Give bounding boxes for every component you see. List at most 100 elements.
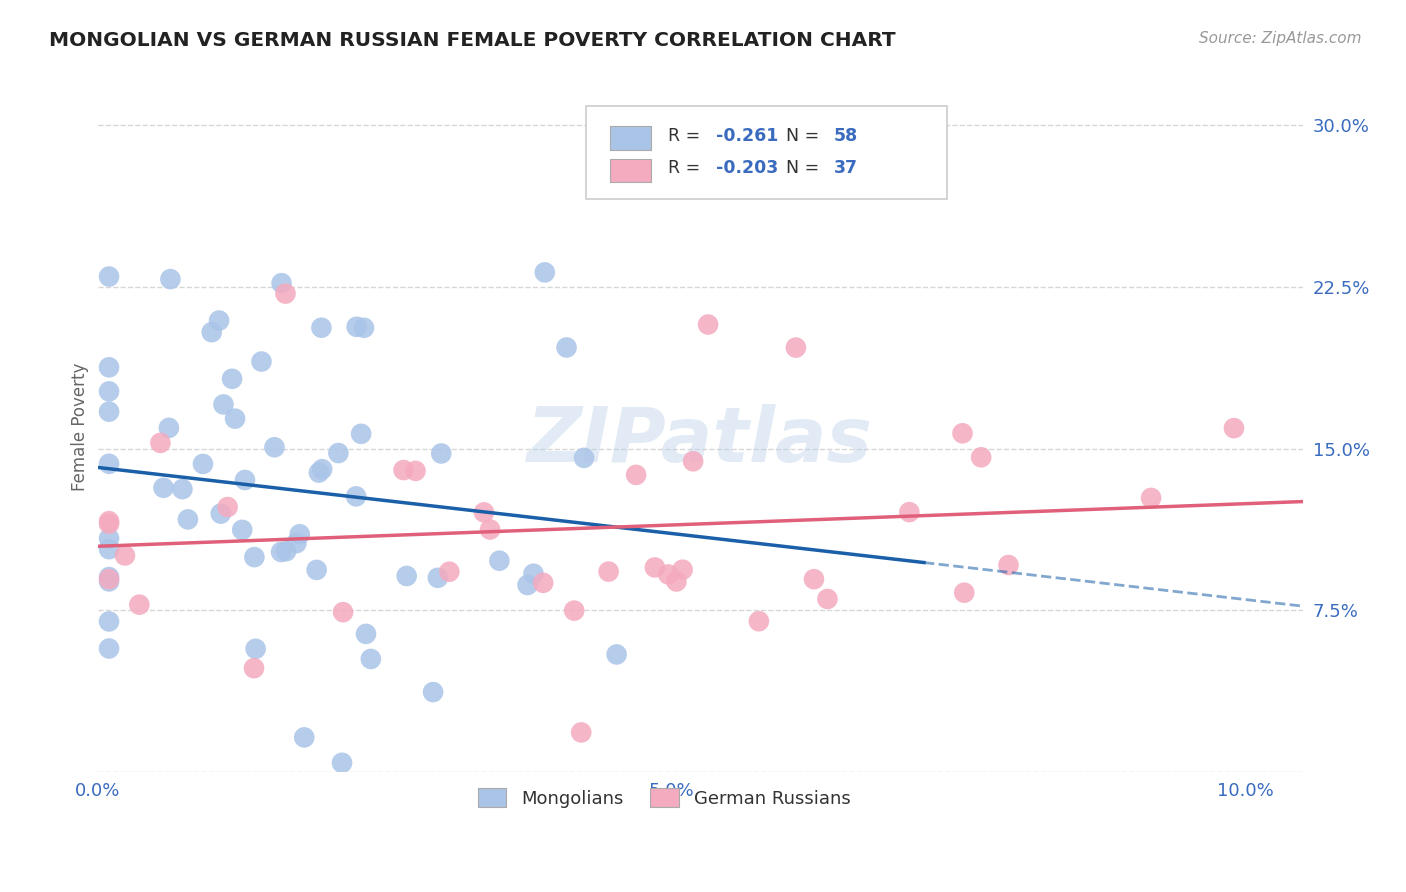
Point	[952, 426, 974, 441]
Point	[177, 512, 200, 526]
Point	[231, 523, 253, 537]
Point	[332, 605, 354, 619]
Point	[815, 591, 838, 606]
Point	[308, 466, 330, 480]
Point	[479, 523, 502, 537]
Point	[98, 542, 121, 557]
Point	[350, 426, 373, 441]
Point	[305, 563, 328, 577]
Text: N =: N =	[786, 159, 824, 178]
Point	[405, 464, 427, 478]
Point	[562, 604, 585, 618]
Point	[1140, 491, 1163, 505]
Point	[270, 545, 292, 559]
Point	[98, 514, 121, 528]
Point	[159, 272, 181, 286]
Point	[263, 440, 285, 454]
Point	[98, 360, 121, 375]
Point	[208, 313, 231, 327]
Point	[128, 598, 150, 612]
Text: N =: N =	[786, 127, 824, 145]
Point	[970, 450, 993, 465]
Point	[1223, 421, 1246, 435]
Text: 37: 37	[834, 159, 858, 178]
Point	[292, 731, 315, 745]
Point	[354, 627, 377, 641]
Point	[682, 454, 704, 468]
Point	[555, 341, 578, 355]
Point	[522, 566, 544, 581]
Point	[516, 578, 538, 592]
Point	[245, 641, 267, 656]
Text: -0.203: -0.203	[716, 159, 778, 178]
Legend: Mongolians, German Russians: Mongolians, German Russians	[471, 780, 858, 814]
Point	[748, 614, 770, 628]
Point	[572, 450, 595, 465]
Point	[644, 560, 666, 574]
Point	[531, 575, 554, 590]
Text: R =: R =	[668, 127, 706, 145]
Point	[270, 276, 292, 290]
FancyBboxPatch shape	[586, 106, 948, 199]
Point	[624, 467, 647, 482]
Point	[276, 544, 298, 558]
Point	[243, 661, 266, 675]
Point	[598, 565, 620, 579]
Point	[569, 725, 592, 739]
Point	[606, 648, 628, 662]
Point	[346, 319, 368, 334]
Point	[785, 341, 807, 355]
Point	[439, 565, 461, 579]
Point	[212, 397, 235, 411]
Point	[98, 405, 121, 419]
Point	[665, 574, 688, 589]
Text: R =: R =	[668, 159, 706, 178]
Text: -0.261: -0.261	[716, 127, 779, 145]
Point	[98, 384, 121, 399]
Point	[360, 652, 382, 666]
Point	[533, 265, 555, 279]
Point	[233, 473, 256, 487]
Point	[395, 569, 418, 583]
Point	[98, 516, 121, 531]
Point	[430, 446, 453, 460]
Point	[157, 421, 180, 435]
Point	[98, 269, 121, 284]
Point	[201, 325, 224, 339]
Point	[191, 457, 214, 471]
Point	[898, 505, 921, 519]
Point	[98, 572, 121, 586]
Point	[250, 354, 273, 368]
Text: MONGOLIAN VS GERMAN RUSSIAN FEMALE POVERTY CORRELATION CHART: MONGOLIAN VS GERMAN RUSSIAN FEMALE POVER…	[49, 31, 896, 50]
Point	[98, 532, 121, 546]
Point	[392, 463, 415, 477]
Point	[149, 435, 172, 450]
Point	[114, 549, 136, 563]
Point	[311, 462, 333, 476]
Point	[152, 481, 174, 495]
Text: Source: ZipAtlas.com: Source: ZipAtlas.com	[1198, 31, 1361, 46]
Text: 58: 58	[834, 127, 858, 145]
Point	[98, 570, 121, 584]
Point	[953, 585, 976, 599]
Point	[217, 500, 239, 514]
Point	[98, 457, 121, 471]
Point	[224, 411, 246, 425]
Point	[997, 558, 1019, 572]
Point	[98, 574, 121, 589]
Point	[285, 536, 308, 550]
Point	[98, 615, 121, 629]
Point	[344, 489, 367, 503]
Point	[288, 527, 311, 541]
Point	[311, 320, 333, 334]
Point	[657, 567, 679, 582]
Point	[330, 756, 353, 770]
Point	[697, 318, 720, 332]
Point	[488, 554, 510, 568]
Point	[243, 550, 266, 565]
Point	[353, 320, 375, 334]
Point	[209, 507, 232, 521]
Text: ZIPatlas: ZIPatlas	[527, 404, 873, 478]
Point	[672, 563, 695, 577]
Point	[172, 482, 194, 496]
